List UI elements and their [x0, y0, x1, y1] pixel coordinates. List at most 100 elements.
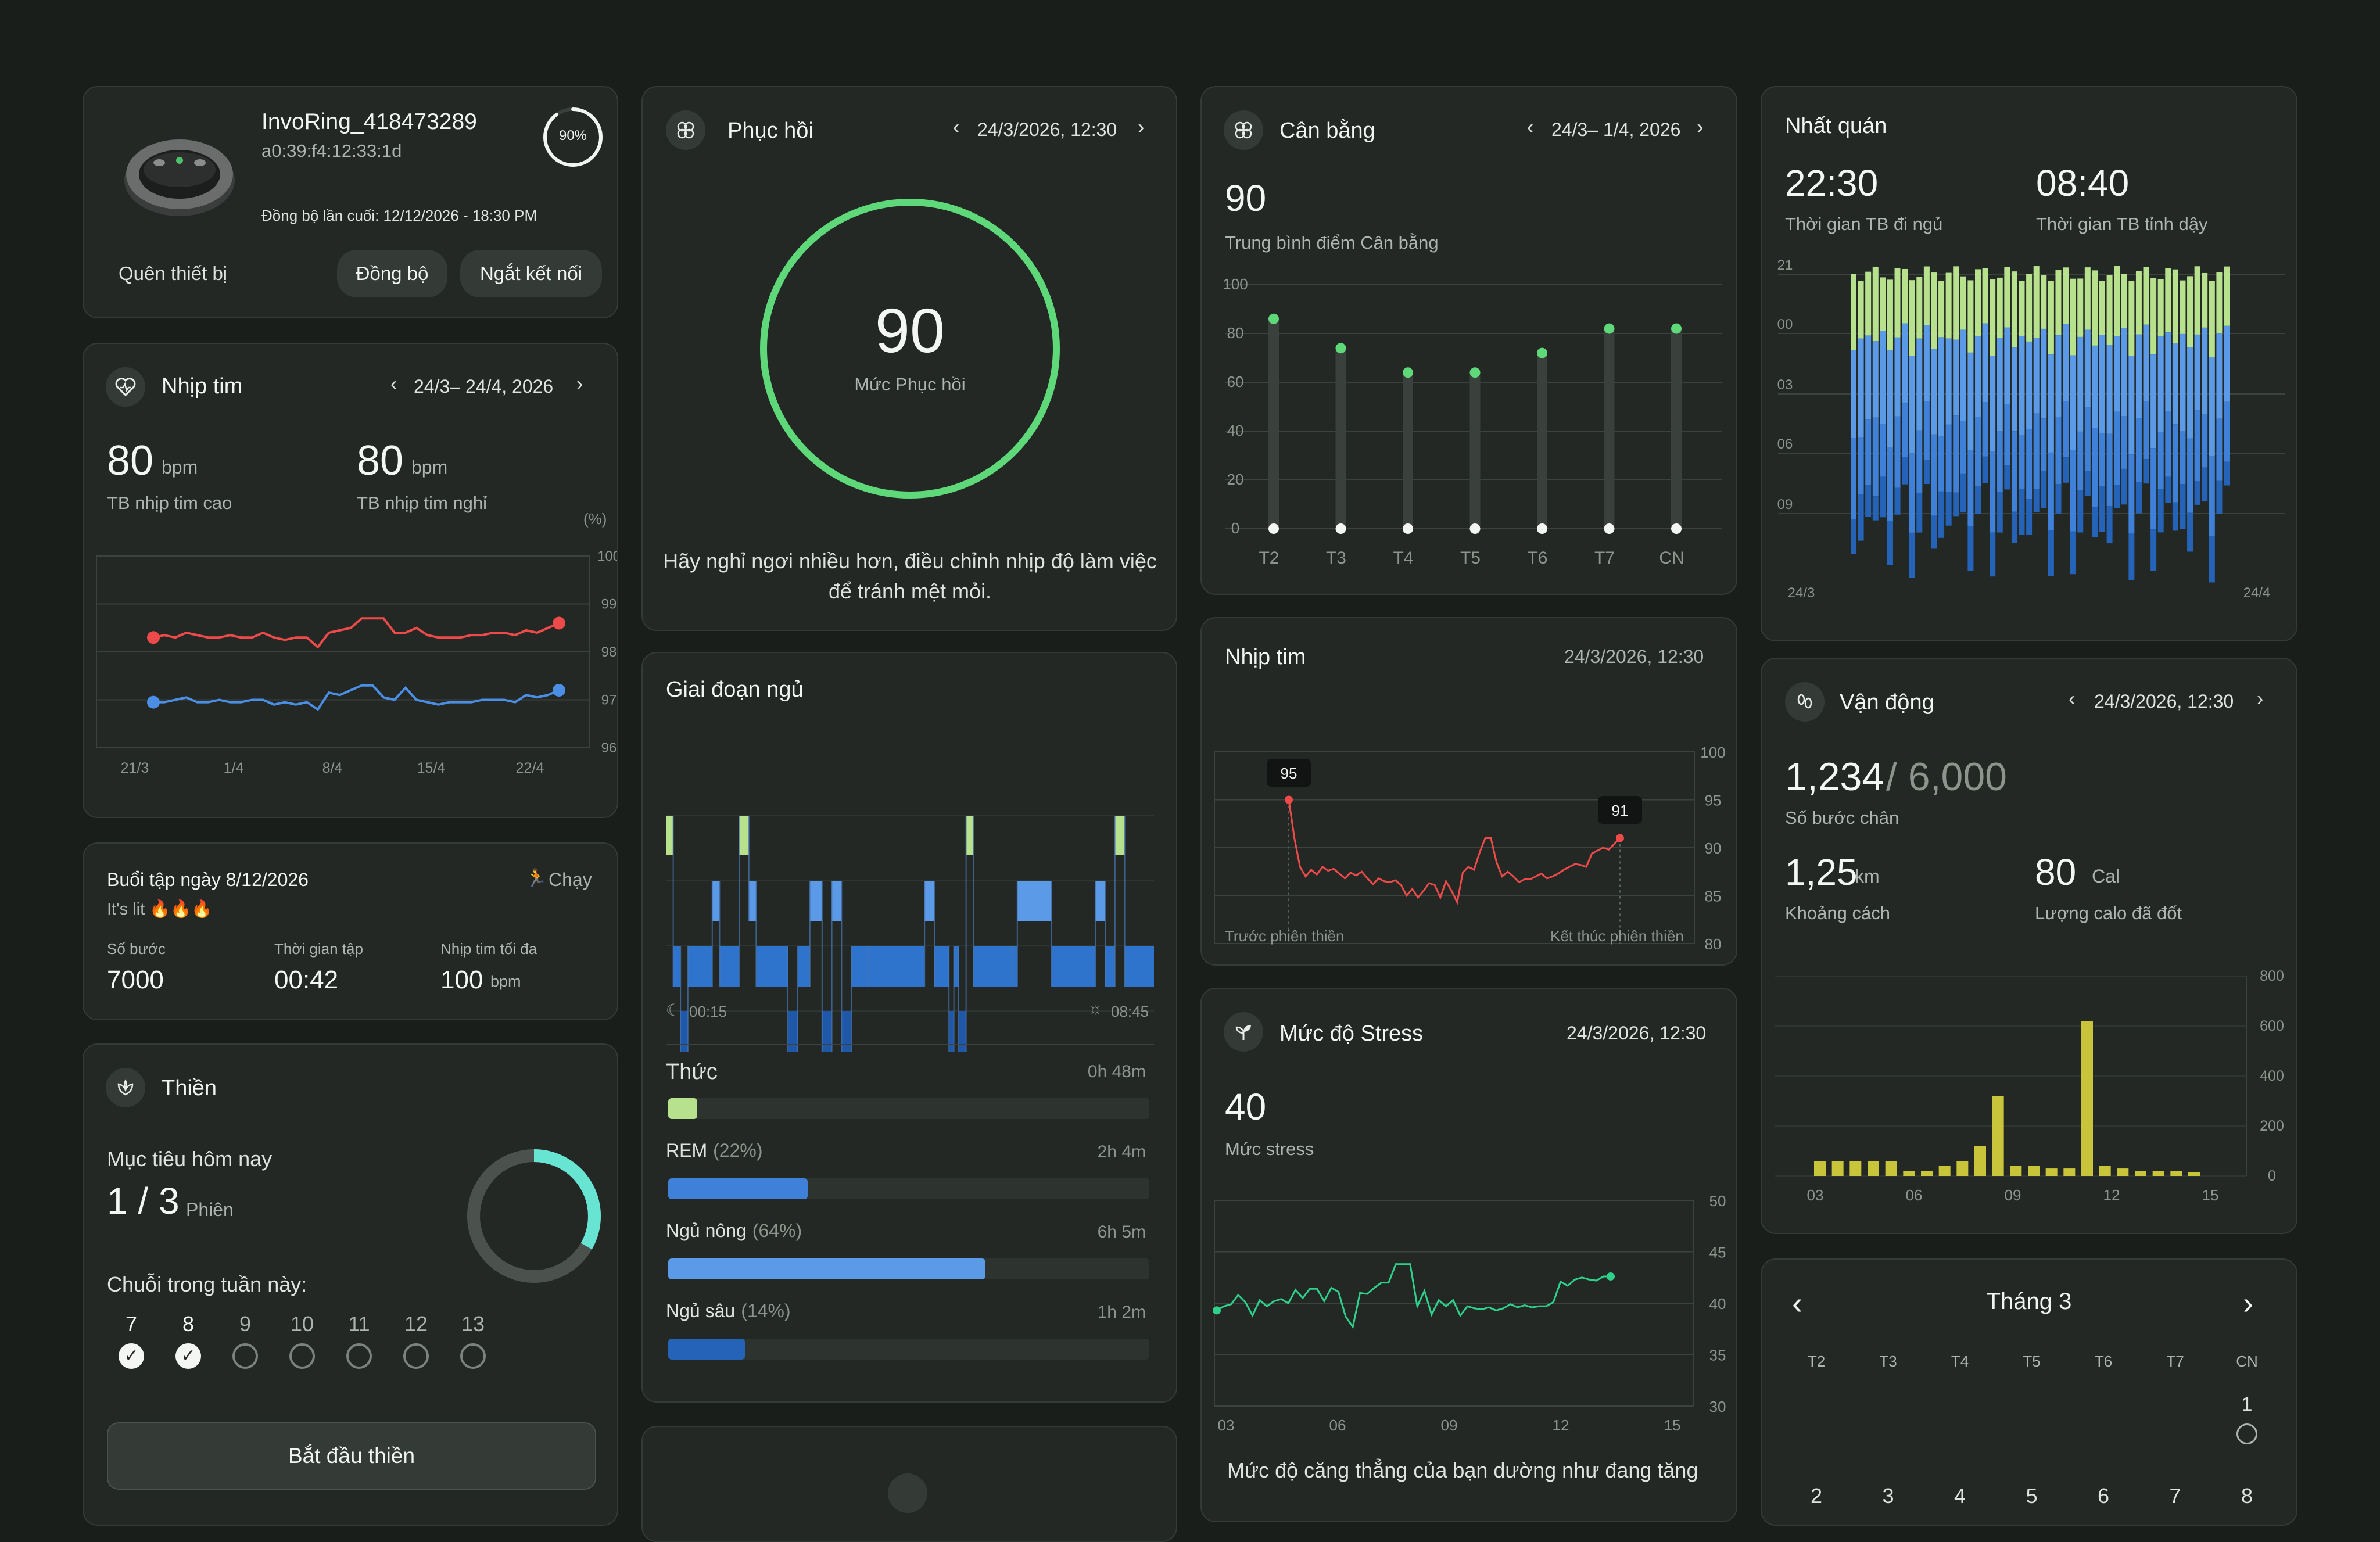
sleep-segment-deep	[959, 1011, 966, 1052]
sleep-bar-segment	[1938, 337, 1945, 436]
max-hr-value: 100	[440, 966, 483, 994]
sleep-bar-segment	[2121, 274, 2127, 328]
sleep-bar-segment	[2033, 266, 2040, 338]
calendar-day[interactable]: 1	[2241, 1393, 2253, 1415]
calendar-day[interactable]: 5	[2026, 1484, 2038, 1508]
step-bar	[2063, 1168, 2076, 1176]
prev-date-button[interactable]: ‹	[953, 116, 960, 138]
sleep-bar-segment	[1902, 403, 1908, 457]
balance-score: 90	[1225, 177, 1267, 219]
next-month-button[interactable]: ›	[2243, 1286, 2253, 1321]
card-icon	[888, 1473, 927, 1513]
sleep-bar-segment	[2063, 401, 2069, 458]
sync-button[interactable]: Đồng bộ	[337, 250, 447, 297]
value-column	[1268, 318, 1279, 529]
prev-month-button[interactable]: ‹	[1792, 1286, 1802, 1321]
sleep-bar-segment	[2157, 336, 2164, 432]
calendar-day[interactable]: 8	[2241, 1484, 2253, 1508]
max-hr-label: Nhịp tim tối đa	[440, 940, 537, 958]
x-tick-label: 15/4	[417, 760, 446, 776]
sleep-bar-segment	[2048, 281, 2054, 355]
prev-date-button[interactable]: ‹	[2069, 688, 2076, 710]
sleep-card: Giai đoạn ngủ ☾ 00:15 ☼ 08:45 Thức 0h 48m…	[641, 652, 1177, 1403]
sleep-bar-segment	[2187, 276, 2193, 347]
sleep-bar-segment	[2106, 506, 2113, 544]
weekday-label: T4	[1951, 1353, 1969, 1370]
x-tick-label: T3	[1326, 548, 1346, 568]
running-icon: 🏃	[525, 869, 547, 888]
base-point	[1268, 523, 1279, 534]
next-date-button[interactable]: ›	[1138, 116, 1145, 138]
sleep-bar-segment	[1902, 323, 1908, 404]
sleep-bar-segment	[2216, 272, 2223, 334]
value-point	[1335, 343, 1346, 354]
y-tick-label: 600	[2260, 1018, 2284, 1034]
y-tick-label: 20	[1227, 471, 1244, 488]
sleep-start: 00:15	[689, 1003, 727, 1020]
calendar-day[interactable]: 3	[1882, 1484, 1894, 1508]
sleep-bar-segment	[1894, 268, 1901, 338]
sleep-bar-segment	[1953, 415, 1959, 493]
prev-date-button[interactable]: ‹	[390, 373, 397, 395]
activity-card: Vận động ‹ 24/3/2026, 12:30 › 1,234 / 6,…	[1761, 658, 2297, 1234]
card-title: Vận động	[1840, 690, 1934, 715]
sleep-bar-segment	[2048, 354, 2054, 453]
sleep-bar-segment	[1872, 496, 1879, 521]
x-tick-label: 24/4	[2243, 585, 2271, 601]
time-value: 00:42	[274, 966, 339, 994]
base-point	[1671, 523, 1682, 534]
step-bar	[2117, 1168, 2129, 1176]
workout-subtitle: It's lit 🔥🔥🔥	[107, 900, 213, 919]
sleep-bar-segment	[1990, 279, 1996, 356]
stage-duration: 0h 48m	[1087, 1062, 1146, 1081]
sleep-segment-deep	[788, 1011, 798, 1052]
sleep-bar-segment	[2135, 482, 2142, 514]
sleep-bar-segment	[2194, 334, 2200, 411]
sleep-bar-segment	[1990, 356, 1996, 452]
calendar-day[interactable]: 4	[1954, 1484, 1966, 1508]
max-hr-unit: bpm	[490, 973, 521, 990]
calendar-day[interactable]: 6	[2097, 1484, 2110, 1508]
y-tick-label: 0	[2268, 1168, 2276, 1184]
sleep-bar-segment	[2157, 279, 2164, 336]
sleep-bar-segment	[1880, 424, 1886, 477]
disconnect-button[interactable]: Ngắt kết nối	[460, 250, 602, 297]
sleep-bar-segment	[1923, 266, 1930, 325]
day-pending-circle	[460, 1343, 486, 1369]
sleep-bar-segment	[2194, 266, 2200, 335]
consistency-chart: 21 00 03 06 09 24/3 24/4	[1777, 257, 2285, 601]
forget-device-link[interactable]: Quên thiết bị	[119, 263, 228, 284]
sleep-bar-segment	[2063, 324, 2069, 401]
sleep-bar-segment	[2070, 278, 2076, 356]
sleep-bar-segment	[1923, 401, 1930, 461]
sleep-bar-segment	[1865, 485, 1872, 517]
sleep-bar-segment	[2216, 418, 2223, 481]
sleep-bar-segment	[2165, 411, 2171, 477]
calendar-day[interactable]: 2	[1810, 1484, 1823, 1508]
balance-card: Cân bằng ‹ 24/3– 1/4, 2026 › 90 Trung bì…	[1200, 86, 1737, 595]
y-tick-label: 50	[1709, 1192, 1726, 1210]
end-point	[1616, 834, 1624, 842]
y-tick-label: 09	[1777, 497, 1793, 512]
start-meditation-button[interactable]: Bắt đầu thiền	[107, 1422, 596, 1490]
step-bar	[1849, 1161, 1862, 1176]
y-tick-label: 100	[1223, 275, 1248, 293]
sleep-bar-segment	[2048, 452, 2054, 530]
sleep-segment-awake	[966, 816, 974, 855]
prev-date-button[interactable]: ‹	[1527, 116, 1534, 138]
sleep-segment-deep	[841, 1011, 852, 1052]
sleep-bar-segment	[2157, 432, 2164, 489]
y-tick-label: 30	[1709, 1398, 1726, 1415]
next-date-button[interactable]: ›	[2257, 688, 2264, 710]
sleep-bar-segment	[2106, 433, 2113, 507]
next-date-button[interactable]: ›	[1697, 116, 1704, 138]
next-date-button[interactable]: ›	[576, 373, 583, 395]
calories-label: Lượng calo đã đốt	[2035, 903, 2182, 923]
sleep-bar-segment	[2092, 507, 2098, 537]
sleep-bar-segment	[2157, 489, 2164, 533]
calendar-day[interactable]: 7	[2169, 1484, 2181, 1508]
stage-percent: (14%)	[741, 1300, 791, 1321]
stage-bar-track	[668, 1258, 1149, 1279]
step-bar	[2081, 1021, 2093, 1176]
sleep-bar-segment	[2135, 334, 2142, 418]
